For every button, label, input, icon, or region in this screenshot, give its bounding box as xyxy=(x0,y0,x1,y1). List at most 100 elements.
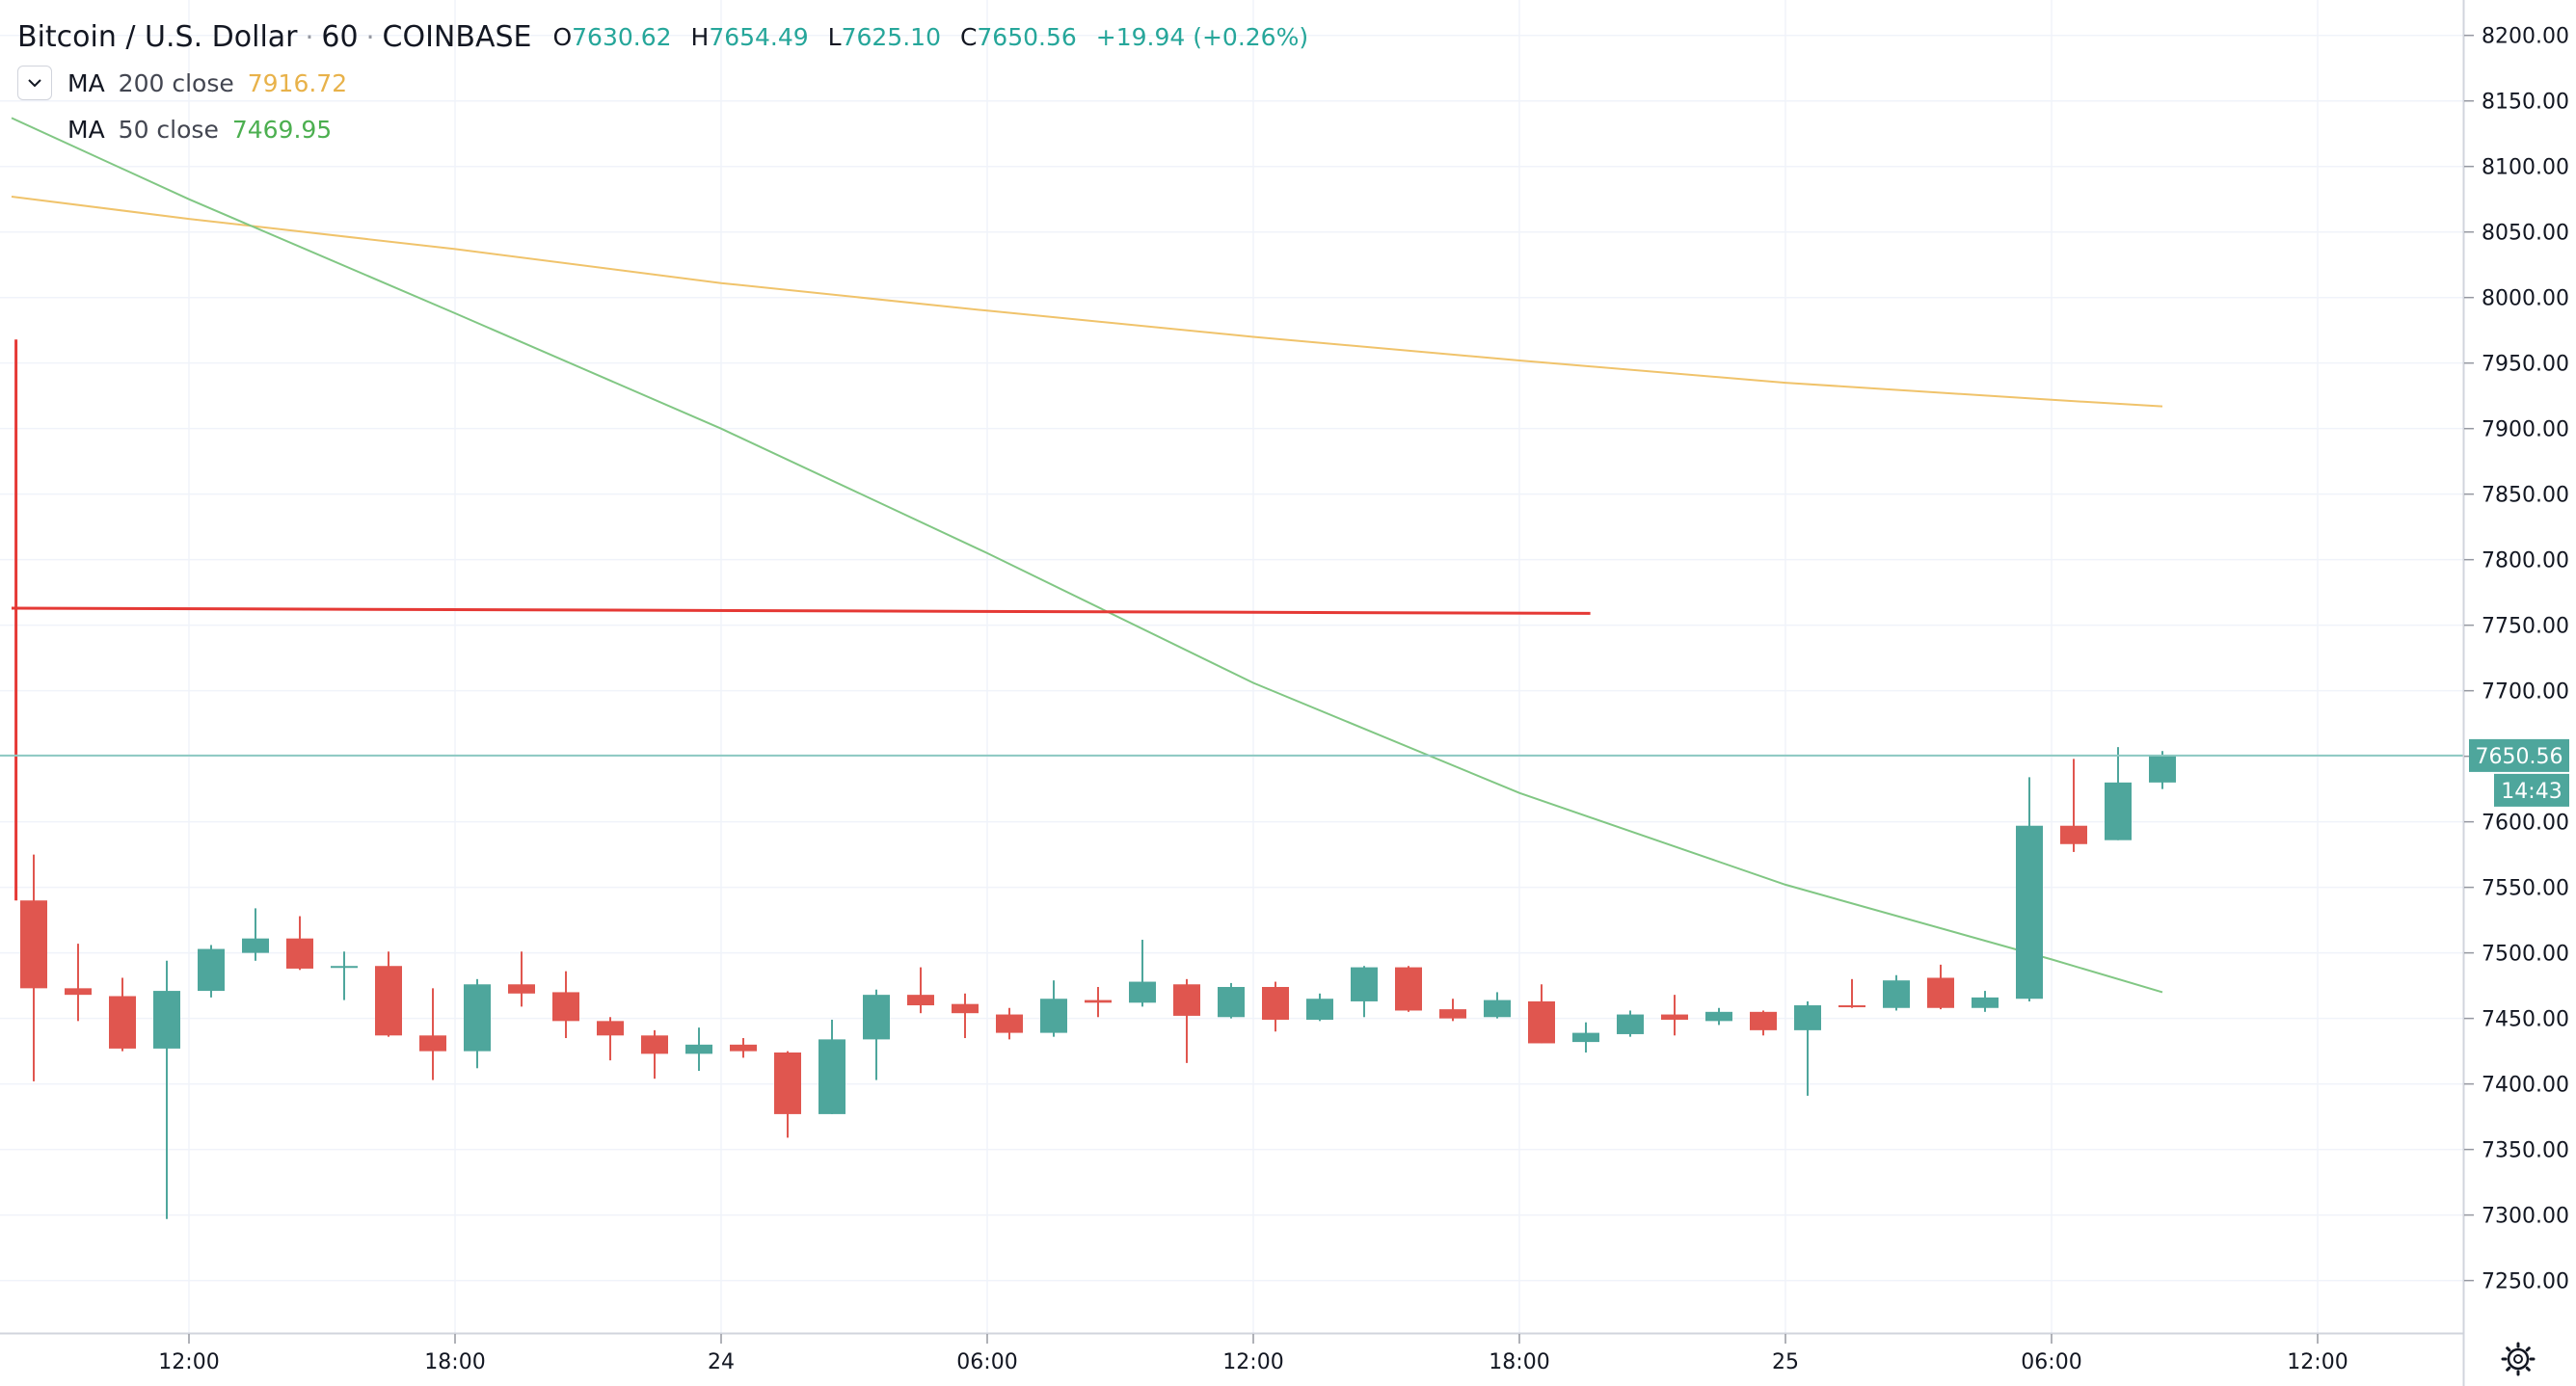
separator-dot: · xyxy=(365,20,375,53)
y-tick-label: 8000.00 xyxy=(2482,287,2569,311)
last-price-box xyxy=(2469,738,2569,772)
x-tick-label: 06:00 xyxy=(956,1350,1017,1374)
collapse-indicators-button[interactable] xyxy=(17,66,52,100)
moving-average-lines xyxy=(11,117,2163,994)
y-tick-label: 7450.00 xyxy=(2482,1008,2569,1032)
y-tick-label: 7800.00 xyxy=(2482,549,2569,573)
y-tick-label: 7550.00 xyxy=(2482,877,2569,901)
candle-body xyxy=(153,991,180,1049)
y-tick-label: 7600.00 xyxy=(2482,812,2569,836)
candle-body xyxy=(109,996,136,1049)
indicator-row-ma200[interactable]: MA 200 close 7916.72 xyxy=(17,60,1308,106)
candle-body xyxy=(730,1044,757,1052)
high-value: 7654.49 xyxy=(709,22,809,51)
candle-body xyxy=(552,992,579,1022)
candle-body xyxy=(1484,1000,1511,1018)
y-tick-label: 7300.00 xyxy=(2482,1205,2569,1229)
close-label: C xyxy=(959,22,978,51)
x-tick-label: 06:00 xyxy=(2021,1350,2081,1374)
indicator-value: 7916.72 xyxy=(247,68,348,97)
ma200-line xyxy=(11,196,2163,408)
open-value: 7630.62 xyxy=(572,22,672,51)
y-tick-label: 7700.00 xyxy=(2482,680,2569,705)
candle-body xyxy=(1395,967,1422,1011)
candle-body xyxy=(1794,1005,1821,1030)
candle-body xyxy=(1883,980,1910,1008)
candle-body xyxy=(1528,1000,1555,1044)
y-tick-label: 7950.00 xyxy=(2482,353,2569,377)
change-value: +19.94 (+0.26%) xyxy=(1095,22,1309,51)
exchange-label: COINBASE xyxy=(382,19,532,54)
grid-lines xyxy=(0,0,2463,1333)
candle-body xyxy=(1927,977,1954,1008)
time-axis[interactable]: 12:00 18:00 24 06:00 12:00 18:00 25 06:00 12:00 xyxy=(158,1334,2348,1374)
y-tick-label: 8100.00 xyxy=(2482,156,2569,180)
candle-body xyxy=(1617,1014,1644,1034)
candle-body xyxy=(907,995,934,1006)
last-price-value: 7650.56 xyxy=(2476,745,2563,769)
symbol-title[interactable]: Bitcoin / U.S. Dollar xyxy=(17,19,298,54)
candle-body xyxy=(375,966,402,1036)
drawings[interactable] xyxy=(11,339,1591,901)
bar-countdown: 14:43 xyxy=(2501,780,2562,804)
candle-body xyxy=(508,984,535,994)
candle-body xyxy=(1705,1011,1732,1022)
indicator-value: 7469.95 xyxy=(231,115,333,144)
candle-body xyxy=(1173,984,1200,1016)
y-tick-label: 7500.00 xyxy=(2482,943,2569,967)
candle-body xyxy=(1262,986,1289,1020)
separator-dot: · xyxy=(305,20,314,53)
indicator-params: 200 close xyxy=(118,68,234,97)
ma50-line xyxy=(11,117,2163,994)
close-value: 7650.56 xyxy=(977,22,1077,51)
candle-body xyxy=(1750,1011,1777,1030)
gear-icon[interactable] xyxy=(2501,1342,2536,1376)
indicator-name: MA xyxy=(67,68,105,97)
y-tick-label: 7400.00 xyxy=(2482,1074,2569,1098)
horizontal-line-drawing xyxy=(11,606,1591,615)
x-tick-label: 12:00 xyxy=(158,1350,219,1374)
y-tick-label: 7350.00 xyxy=(2482,1139,2569,1163)
low-value: 7625.10 xyxy=(841,22,941,51)
y-tick-label: 8150.00 xyxy=(2482,91,2569,115)
last-price-tag: 7650.56 14:43 xyxy=(2469,738,2569,807)
y-tick-label: 7250.00 xyxy=(2482,1270,2569,1294)
countdown-box xyxy=(2494,773,2569,807)
x-tick-label: 24 xyxy=(708,1350,735,1374)
candle-body xyxy=(2105,782,2132,840)
candle-body xyxy=(419,1035,446,1052)
indicator-name: MA xyxy=(67,115,105,144)
x-tick-label: 25 xyxy=(1772,1350,1799,1374)
chart-legend: Bitcoin / U.S. Dollar · 60 · COINBASE O7… xyxy=(17,13,1308,152)
ohlc-values: O7630.62 H7654.49 L7625.10 C7650.56 +19.… xyxy=(552,23,1308,51)
symbol-row: Bitcoin / U.S. Dollar · 60 · COINBASE O7… xyxy=(17,13,1308,60)
candle-body xyxy=(1218,986,1245,1018)
x-tick-label: 12:00 xyxy=(2287,1350,2348,1374)
candle-body xyxy=(65,988,92,996)
indicator-row-ma50[interactable]: MA 50 close 7469.95 xyxy=(17,106,1308,152)
candle-body xyxy=(1661,1014,1688,1020)
y-tick-label: 7850.00 xyxy=(2482,484,2569,508)
chevron-down-icon xyxy=(28,79,41,88)
price-axis[interactable]: 7250.00 7300.00 7350.00 7400.00 7450.00 7500.… xyxy=(2464,25,2569,1294)
candle-body xyxy=(685,1044,712,1054)
candle-body xyxy=(1306,999,1333,1020)
indicator-params: 50 close xyxy=(118,115,219,144)
open-label: O xyxy=(552,22,573,51)
y-tick-label: 7900.00 xyxy=(2482,418,2569,442)
interval-label[interactable]: 60 xyxy=(321,19,359,54)
candle-body xyxy=(1351,967,1378,1001)
candle-body xyxy=(198,948,225,992)
candle-body xyxy=(2060,825,2087,844)
candle-body xyxy=(863,995,890,1040)
y-tick-label: 7750.00 xyxy=(2482,615,2569,639)
candle-body xyxy=(2016,825,2043,1000)
candle-body xyxy=(1838,1005,1865,1008)
candles xyxy=(20,747,2176,1219)
plot-area[interactable] xyxy=(0,0,2463,1333)
x-tick-label: 18:00 xyxy=(1489,1350,1549,1374)
low-label: L xyxy=(827,22,842,51)
high-label: H xyxy=(690,22,710,51)
x-tick-label: 18:00 xyxy=(424,1350,485,1374)
